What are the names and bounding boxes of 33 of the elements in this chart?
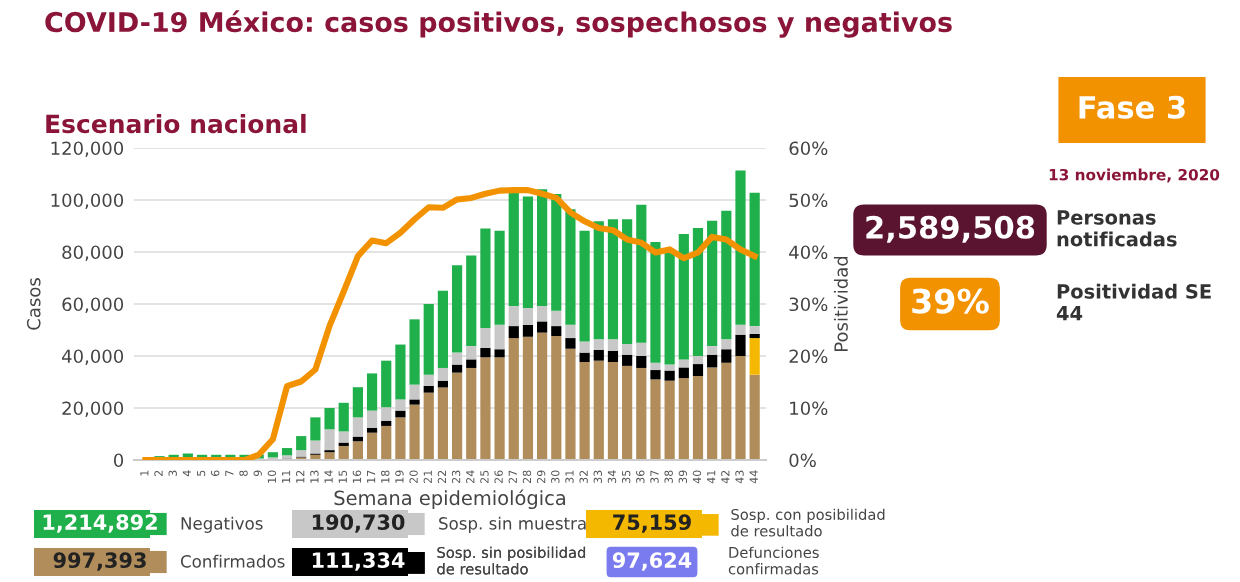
y2-tick-label: 20% [789, 349, 828, 364]
text: 2,589,508 [866, 215, 1035, 243]
y-tick-label: 60,000 [62, 297, 124, 313]
y2-tick-label: 60% [789, 141, 828, 156]
y2-tick-label: 30% [789, 297, 828, 312]
text: 111,334 [312, 552, 405, 571]
y-tick-label: 20,000 [62, 401, 124, 417]
chart-title: COVID-19 México: casos positivos, sospechosos y negativos [45, 10, 952, 38]
legend-label: Negativos [181, 516, 263, 533]
y-tick-label: 80,000 [62, 245, 124, 261]
y-tick-label: 100,000 [51, 193, 124, 209]
x-axis-title: Semana epidemiológica [334, 489, 565, 510]
y-tick-label: 40,000 [61, 349, 124, 365]
y2-tick-label: 0% [789, 453, 816, 468]
text: 97,624 [612, 552, 692, 571]
text: 39% [912, 288, 989, 314]
text: 1,214,892 [43, 514, 157, 533]
chart-subtitle: Escenario nacional [46, 113, 306, 134]
y-tick-label: 120,000 [51, 141, 124, 157]
y2-axis-title: Positividad [833, 256, 848, 351]
text: Fase 3 [1079, 95, 1185, 119]
y-axis-title: Casos [26, 278, 41, 330]
text: 997,393 [53, 552, 146, 571]
legend-label: Sosp. sin muestra [439, 516, 586, 533]
text: Positividad SE 44 [1056, 283, 1211, 321]
y2-tick-label: 40% [789, 245, 828, 260]
legend-label: Confirmados [180, 554, 285, 568]
text: Personas notificadas [1057, 210, 1177, 247]
y-tick-label: 0 [113, 453, 124, 468]
y2-tick-label: 50% [789, 193, 828, 208]
text: 75,159 [613, 514, 691, 533]
text: 190,730 [312, 514, 405, 533]
y2-tick-label: 10% [790, 401, 828, 416]
